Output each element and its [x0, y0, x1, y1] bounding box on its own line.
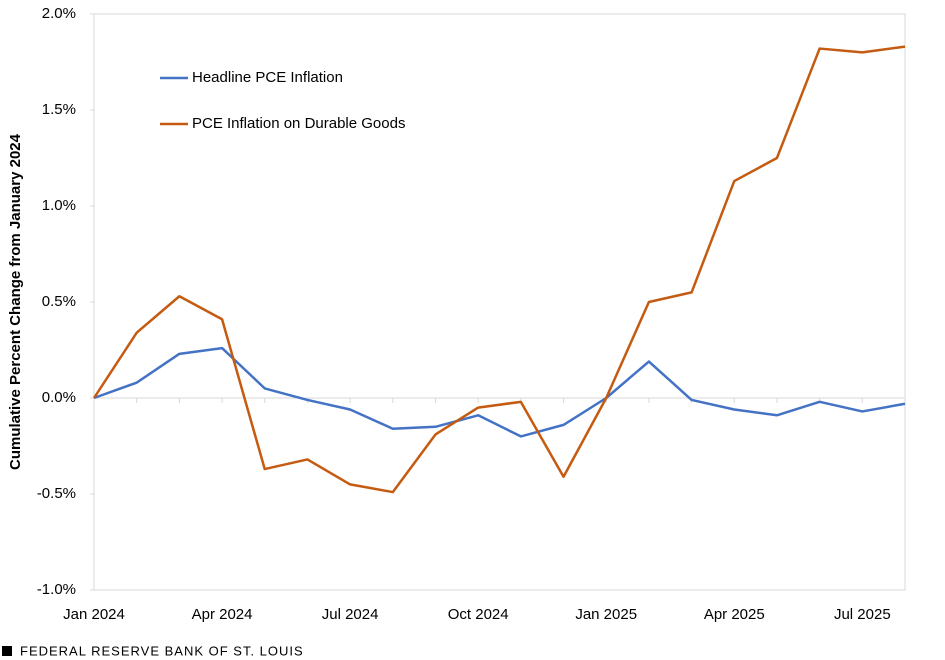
source-icon — [2, 646, 12, 656]
x-tick-label: Jul 2024 — [322, 606, 379, 623]
y-tick-label: 0.5% — [42, 293, 76, 310]
x-tick-label: Apr 2025 — [704, 606, 765, 623]
y-axis-label: Cumulative Percent Change from January 2… — [7, 133, 24, 470]
x-tick-label: Oct 2024 — [448, 606, 509, 623]
x-tick-label: Jan 2025 — [575, 606, 637, 623]
y-tick-label: -1.0% — [37, 581, 76, 598]
x-tick-label: Apr 2024 — [192, 606, 253, 623]
y-tick-label: 2.0% — [42, 5, 76, 22]
legend-label: PCE Inflation on Durable Goods — [192, 115, 405, 132]
y-tick-label: 0.0% — [42, 389, 76, 406]
x-tick-label: Jul 2025 — [834, 606, 891, 623]
y-tick-label: 1.0% — [42, 197, 76, 214]
x-tick-label: Jan 2024 — [63, 606, 125, 623]
y-tick-label: 1.5% — [42, 101, 76, 118]
legend-label: Headline PCE Inflation — [192, 69, 343, 86]
line-series — [93, 346, 906, 438]
y-tick-label: -0.5% — [37, 485, 76, 502]
source: FEDERAL RESERVE BANK OF ST. LOUIS — [20, 643, 304, 658]
plot-border — [93, 13, 906, 591]
line-series — [92, 45, 906, 494]
